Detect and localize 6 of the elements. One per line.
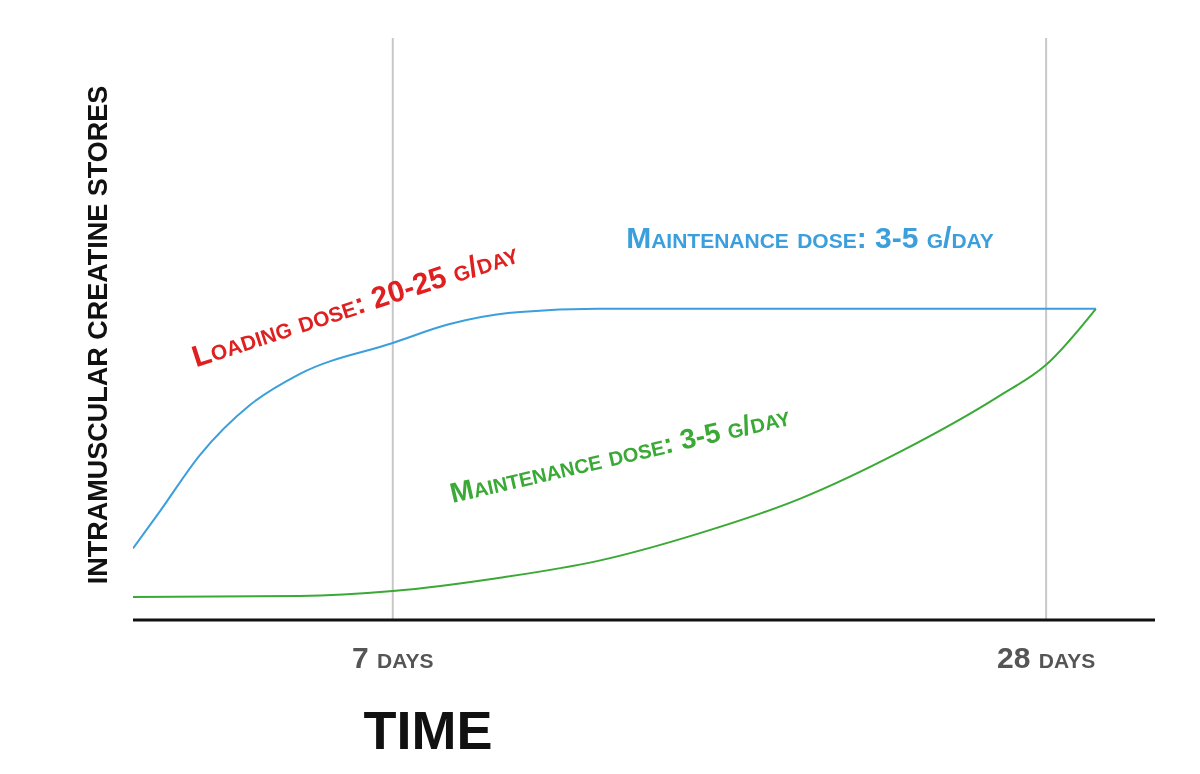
x-tick-label: 28 days xyxy=(997,641,1096,674)
x-axis-title: TIME xyxy=(363,699,493,761)
x-tick-label: 7 days xyxy=(352,641,434,674)
series-label: Maintenance dose: 3-5 g/day xyxy=(626,221,994,255)
y-axis-title: INTRAMUSCULAR CREATINE STORES xyxy=(82,85,114,585)
annotation: Loading dose: 20-25 g/day xyxy=(187,236,522,375)
